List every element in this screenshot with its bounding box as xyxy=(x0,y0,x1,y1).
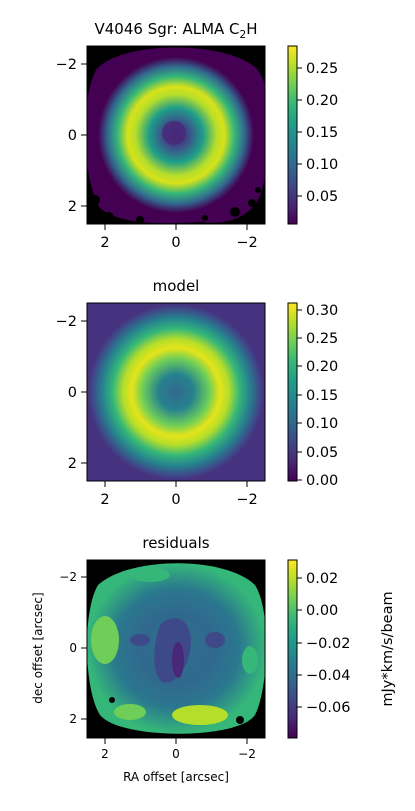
panel3-xtick-label: 2 xyxy=(101,747,109,761)
panel2-cbar-label: 0.15 xyxy=(306,388,338,404)
panel2-colorbar-ticks xyxy=(297,309,302,481)
panel3-ytick-label: −2 xyxy=(59,570,77,584)
panel3-cbar-label: −0.04 xyxy=(306,668,350,684)
panel3-cbar-label: −0.06 xyxy=(306,700,350,716)
panel2-xtick-label: −2 xyxy=(236,492,257,508)
x-axis-label: RA offset [arcsec] xyxy=(123,770,229,784)
panel1-colorbar-ticks xyxy=(297,67,302,197)
panel2-yticks xyxy=(81,320,87,464)
panel3-xtick-label: −2 xyxy=(238,747,256,761)
panel1-yticks xyxy=(81,63,87,207)
panel3-ytick-label: 0 xyxy=(69,641,77,655)
panel3-ytick-label: 2 xyxy=(69,712,77,726)
panel3-xticks xyxy=(104,738,248,744)
panel1-ytick-label: −2 xyxy=(56,57,77,73)
panel1-ytick-label: 0 xyxy=(68,128,77,144)
panel3-yticks xyxy=(81,576,87,720)
panel2-cbar-label: 0.30 xyxy=(306,303,338,319)
panel2-cbar-label: 0.20 xyxy=(306,359,338,375)
panel1-ytick-label: 2 xyxy=(68,199,77,215)
panel2-ytick-label: 2 xyxy=(68,456,77,472)
panel1-xtick-label: 2 xyxy=(100,235,109,251)
panel2-ytick-label: 0 xyxy=(68,385,77,401)
panel2-ytick-label: −2 xyxy=(56,314,77,330)
panel2-cbar-label: 0.00 xyxy=(306,473,338,489)
panel2-cbar-label: 0.10 xyxy=(306,416,338,432)
panel3-cbar-label: −0.02 xyxy=(306,636,350,652)
panel1-cbar-label: 0.25 xyxy=(306,61,338,77)
panel1-cbar-label: 0.10 xyxy=(306,157,338,173)
panel2-cbar-label: 0.05 xyxy=(306,445,338,461)
panel2-image xyxy=(87,303,265,481)
panel1-colorbar xyxy=(287,45,298,225)
panel1-xtick-label: −2 xyxy=(236,235,257,251)
colorbar-unit-label: mJy*km/s/beam xyxy=(380,591,396,706)
panel3-colorbar-ticks xyxy=(297,577,302,708)
panel2-title: model xyxy=(153,277,200,295)
panel3-xtick-label: 0 xyxy=(172,747,180,761)
panel3-image xyxy=(87,560,265,738)
panel3-title: residuals xyxy=(142,534,209,552)
panel1-xticks xyxy=(104,224,248,230)
panel2-colorbar xyxy=(287,302,298,482)
panel2-xticks xyxy=(104,481,248,487)
panel3-cbar-label: 0.00 xyxy=(306,603,338,619)
y-axis-label: dec offset [arcsec] xyxy=(31,592,45,703)
panel1-cbar-label: 0.15 xyxy=(306,125,338,141)
panel2-xtick-label: 0 xyxy=(171,492,180,508)
panel3-colorbar xyxy=(287,559,298,739)
panel1-cbar-label: 0.20 xyxy=(306,93,338,109)
panel2-cbar-label: 0.25 xyxy=(306,331,338,347)
panel1-cbar-label: 0.05 xyxy=(306,189,338,205)
panel1-image xyxy=(87,46,265,224)
panel1-title: V4046 Sgr: ALMA C2H xyxy=(94,20,257,41)
panel2-xtick-label: 2 xyxy=(100,492,109,508)
panel1-xtick-label: 0 xyxy=(171,235,180,251)
panel3-cbar-label: 0.02 xyxy=(306,571,338,587)
